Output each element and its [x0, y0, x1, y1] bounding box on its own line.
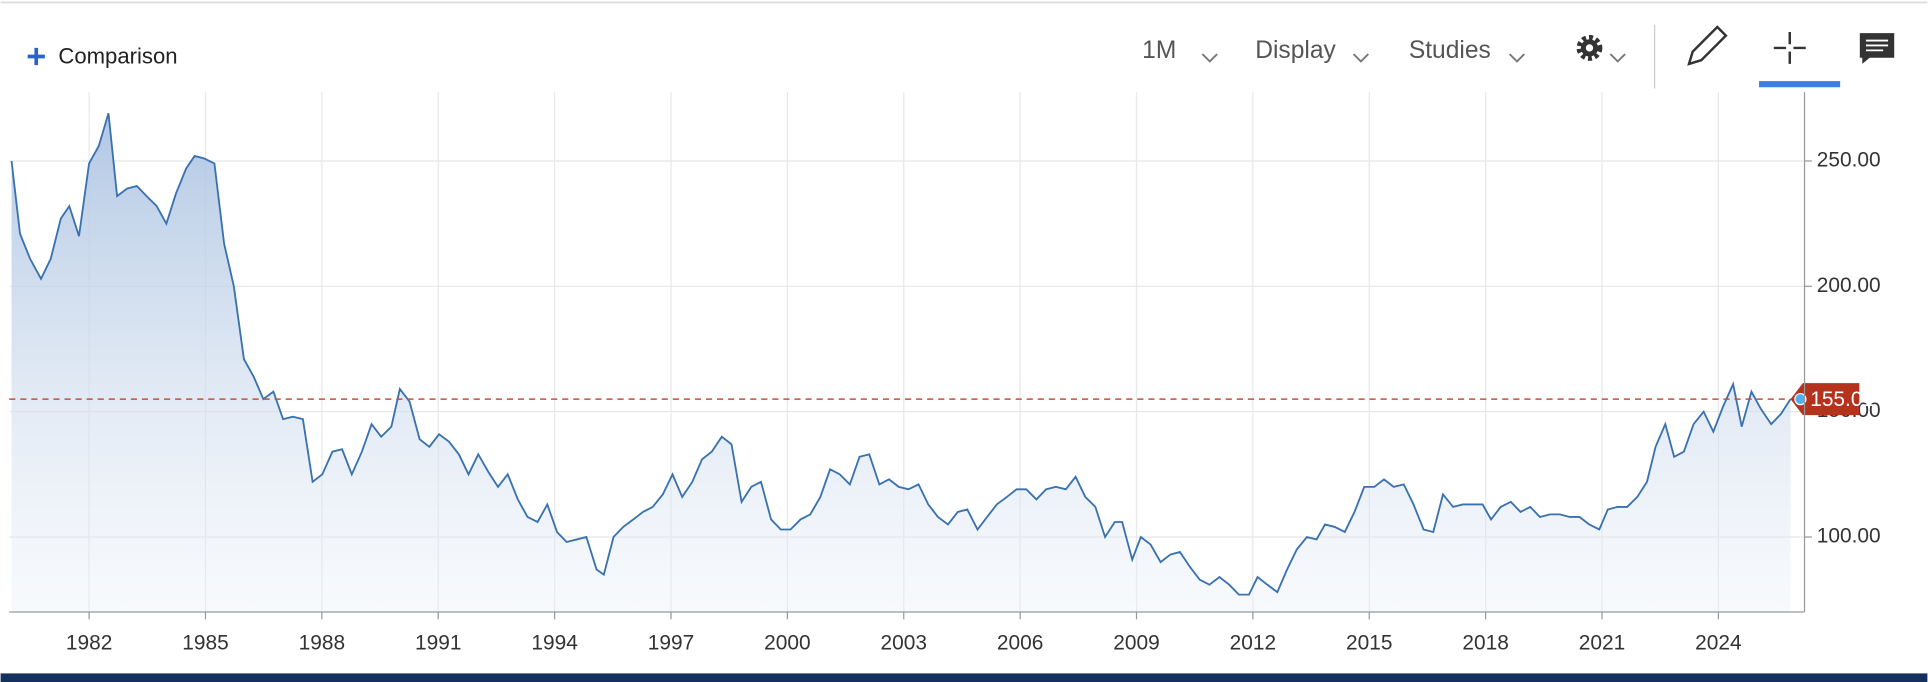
- x-tick-label: 2021: [1579, 631, 1625, 654]
- x-tick-label: 1997: [648, 631, 694, 654]
- area: [11, 113, 1791, 612]
- bottom-bar: [0, 673, 1928, 682]
- last-price-dot: [1794, 392, 1807, 406]
- comparison-label[interactable]: Comparison: [58, 44, 177, 69]
- x-tick-label: 2015: [1346, 631, 1392, 654]
- x-tick-label: 2024: [1695, 631, 1741, 654]
- interval-button[interactable]: 1M: [1142, 37, 1176, 64]
- x-tick-label: 2012: [1230, 631, 1276, 654]
- last-price-label: 155.01: [1810, 388, 1874, 411]
- last-price-tag: [1790, 383, 1860, 416]
- x-tick-label: 2018: [1462, 631, 1508, 654]
- gear-hole: [1585, 44, 1594, 52]
- studies-button[interactable]: Studies: [1409, 37, 1491, 64]
- x-tick-label: 1985: [182, 631, 228, 654]
- settings-button[interactable]: [1576, 35, 1626, 63]
- chevron: [1609, 53, 1626, 63]
- active-tab-indicator: [1759, 81, 1841, 88]
- x-tick-label: 1988: [299, 631, 345, 654]
- gear-teeth: [1576, 35, 1603, 61]
- y-tick-label: 250.00: [1817, 148, 1881, 171]
- y-tick-label: 100.00: [1817, 525, 1881, 548]
- x-tick-label: 1994: [531, 631, 577, 654]
- chevron: [1508, 53, 1525, 63]
- x-tick-label: 1991: [415, 631, 461, 654]
- y-tick-label: 200.00: [1817, 274, 1881, 297]
- crosshair-button[interactable]: [1773, 31, 1806, 64]
- x-tick-label: 1982: [66, 631, 112, 654]
- price-line: [10, 113, 1792, 596]
- x-tick-label: 2009: [1113, 631, 1159, 654]
- comparison-button[interactable]: Comparison: [27, 44, 178, 69]
- chevron: [1201, 53, 1218, 63]
- plot-area: 1982 1985 1988 1991 1994 1997 2000 2003 2006 2009…: [9, 92, 1881, 654]
- comment-lines: [1865, 39, 1889, 52]
- chevron: [1352, 53, 1369, 63]
- x-tick-label: 2000: [764, 631, 810, 654]
- display-button[interactable]: Display: [1255, 37, 1336, 64]
- x-tick-label: 2003: [881, 631, 927, 654]
- comment-button[interactable]: [1859, 33, 1895, 64]
- draw-button[interactable]: [1687, 25, 1728, 66]
- x-tick-label: 2006: [997, 631, 1043, 654]
- plus-icon: [27, 47, 45, 66]
